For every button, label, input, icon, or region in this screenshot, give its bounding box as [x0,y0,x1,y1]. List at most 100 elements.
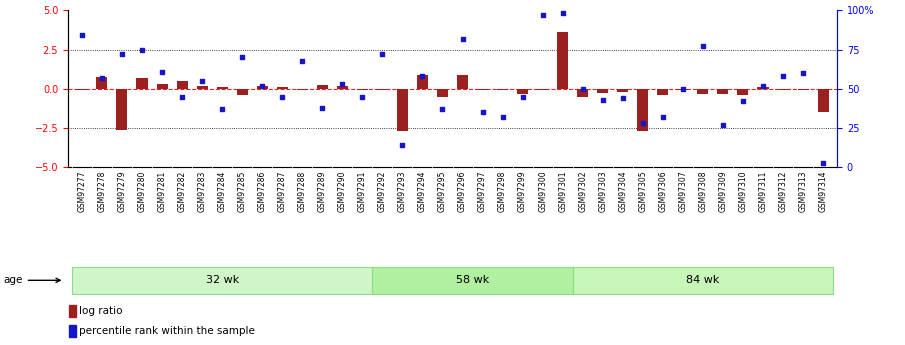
Bar [577,89,588,97]
Point [435,107,450,112]
Text: GSM97285: GSM97285 [238,170,247,212]
Text: GSM97289: GSM97289 [318,170,327,212]
Point [95,75,110,81]
Point [295,58,310,63]
Point [776,73,790,79]
Bar [257,86,268,89]
Bar [236,89,248,95]
Bar [297,89,308,90]
Text: GSM97296: GSM97296 [458,170,467,212]
Text: age: age [4,275,60,285]
Bar [397,89,408,131]
Text: GSM97310: GSM97310 [738,170,748,212]
Text: GSM97290: GSM97290 [338,170,347,212]
Bar [277,87,288,89]
Text: GSM97314: GSM97314 [819,170,827,212]
Text: GSM97299: GSM97299 [519,170,527,212]
Bar [698,89,709,93]
Bar [777,89,788,90]
Text: GSM97279: GSM97279 [118,170,127,212]
Text: GSM97311: GSM97311 [758,170,767,212]
Point [195,78,209,84]
Text: GSM97293: GSM97293 [398,170,407,212]
Bar [457,76,468,89]
Bar [477,89,488,90]
Text: GSM97283: GSM97283 [197,170,206,212]
Point [275,94,290,99]
Bar [157,84,167,89]
Bar [657,89,669,95]
Point [816,160,831,165]
Text: GSM97309: GSM97309 [719,170,728,212]
Bar [97,77,108,89]
Text: GSM97306: GSM97306 [658,170,667,212]
Bar [677,89,689,90]
Text: GSM97307: GSM97307 [679,170,688,212]
Bar [797,89,808,90]
Point [495,114,510,120]
Bar [417,76,428,89]
Bar [557,32,568,89]
Text: log ratio: log ratio [80,306,123,316]
Point [536,12,550,18]
Bar [69,325,76,337]
Bar [637,89,648,131]
Point [475,110,490,115]
Text: GSM97304: GSM97304 [618,170,627,212]
Text: GSM97303: GSM97303 [598,170,607,212]
Point [155,69,169,74]
Bar [538,89,548,90]
Point [415,73,430,79]
Point [214,107,229,112]
Bar [372,267,573,294]
Text: GSM97288: GSM97288 [298,170,307,211]
Text: GSM97292: GSM97292 [378,170,386,212]
Bar [517,89,529,93]
Bar [137,78,148,89]
Bar [597,89,608,93]
Point [135,47,149,52]
Text: GSM97294: GSM97294 [418,170,427,212]
Text: GSM97300: GSM97300 [538,170,548,212]
Point [635,121,650,126]
Bar [216,87,228,89]
Point [676,86,691,91]
Text: GSM97291: GSM97291 [357,170,367,212]
Bar [76,89,88,90]
Bar [573,267,834,294]
Point [615,96,630,101]
Text: GSM97295: GSM97295 [438,170,447,212]
Text: 32 wk: 32 wk [205,275,239,285]
Text: GSM97280: GSM97280 [138,170,147,212]
Text: GSM97286: GSM97286 [258,170,267,212]
Bar [817,89,829,112]
Point [115,51,129,57]
Point [255,83,270,88]
Point [315,105,329,110]
Point [335,81,349,87]
Bar [71,267,372,294]
Point [576,86,590,91]
Text: 84 wk: 84 wk [686,275,719,285]
Point [595,97,610,102]
Text: GSM97281: GSM97281 [157,170,167,211]
Text: GSM97308: GSM97308 [699,170,708,212]
Bar [376,89,388,90]
Point [556,11,570,16]
Bar [317,85,328,89]
Text: GSM97313: GSM97313 [798,170,807,212]
Bar [357,89,367,90]
Bar [117,89,128,130]
Text: GSM97301: GSM97301 [558,170,567,212]
Text: 58 wk: 58 wk [456,275,490,285]
Text: GSM97297: GSM97297 [478,170,487,212]
Text: GSM97302: GSM97302 [578,170,587,212]
Bar [757,87,768,89]
Text: percentile rank within the sample: percentile rank within the sample [80,326,255,336]
Point [74,33,89,38]
Text: GSM97312: GSM97312 [778,170,787,212]
Point [355,94,369,99]
Bar [617,89,628,92]
Bar [738,89,748,95]
Point [756,83,770,88]
